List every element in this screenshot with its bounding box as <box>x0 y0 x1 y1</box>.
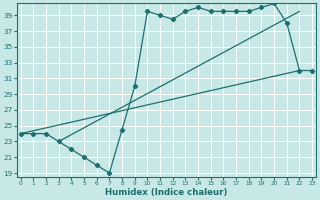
X-axis label: Humidex (Indice chaleur): Humidex (Indice chaleur) <box>105 188 228 197</box>
